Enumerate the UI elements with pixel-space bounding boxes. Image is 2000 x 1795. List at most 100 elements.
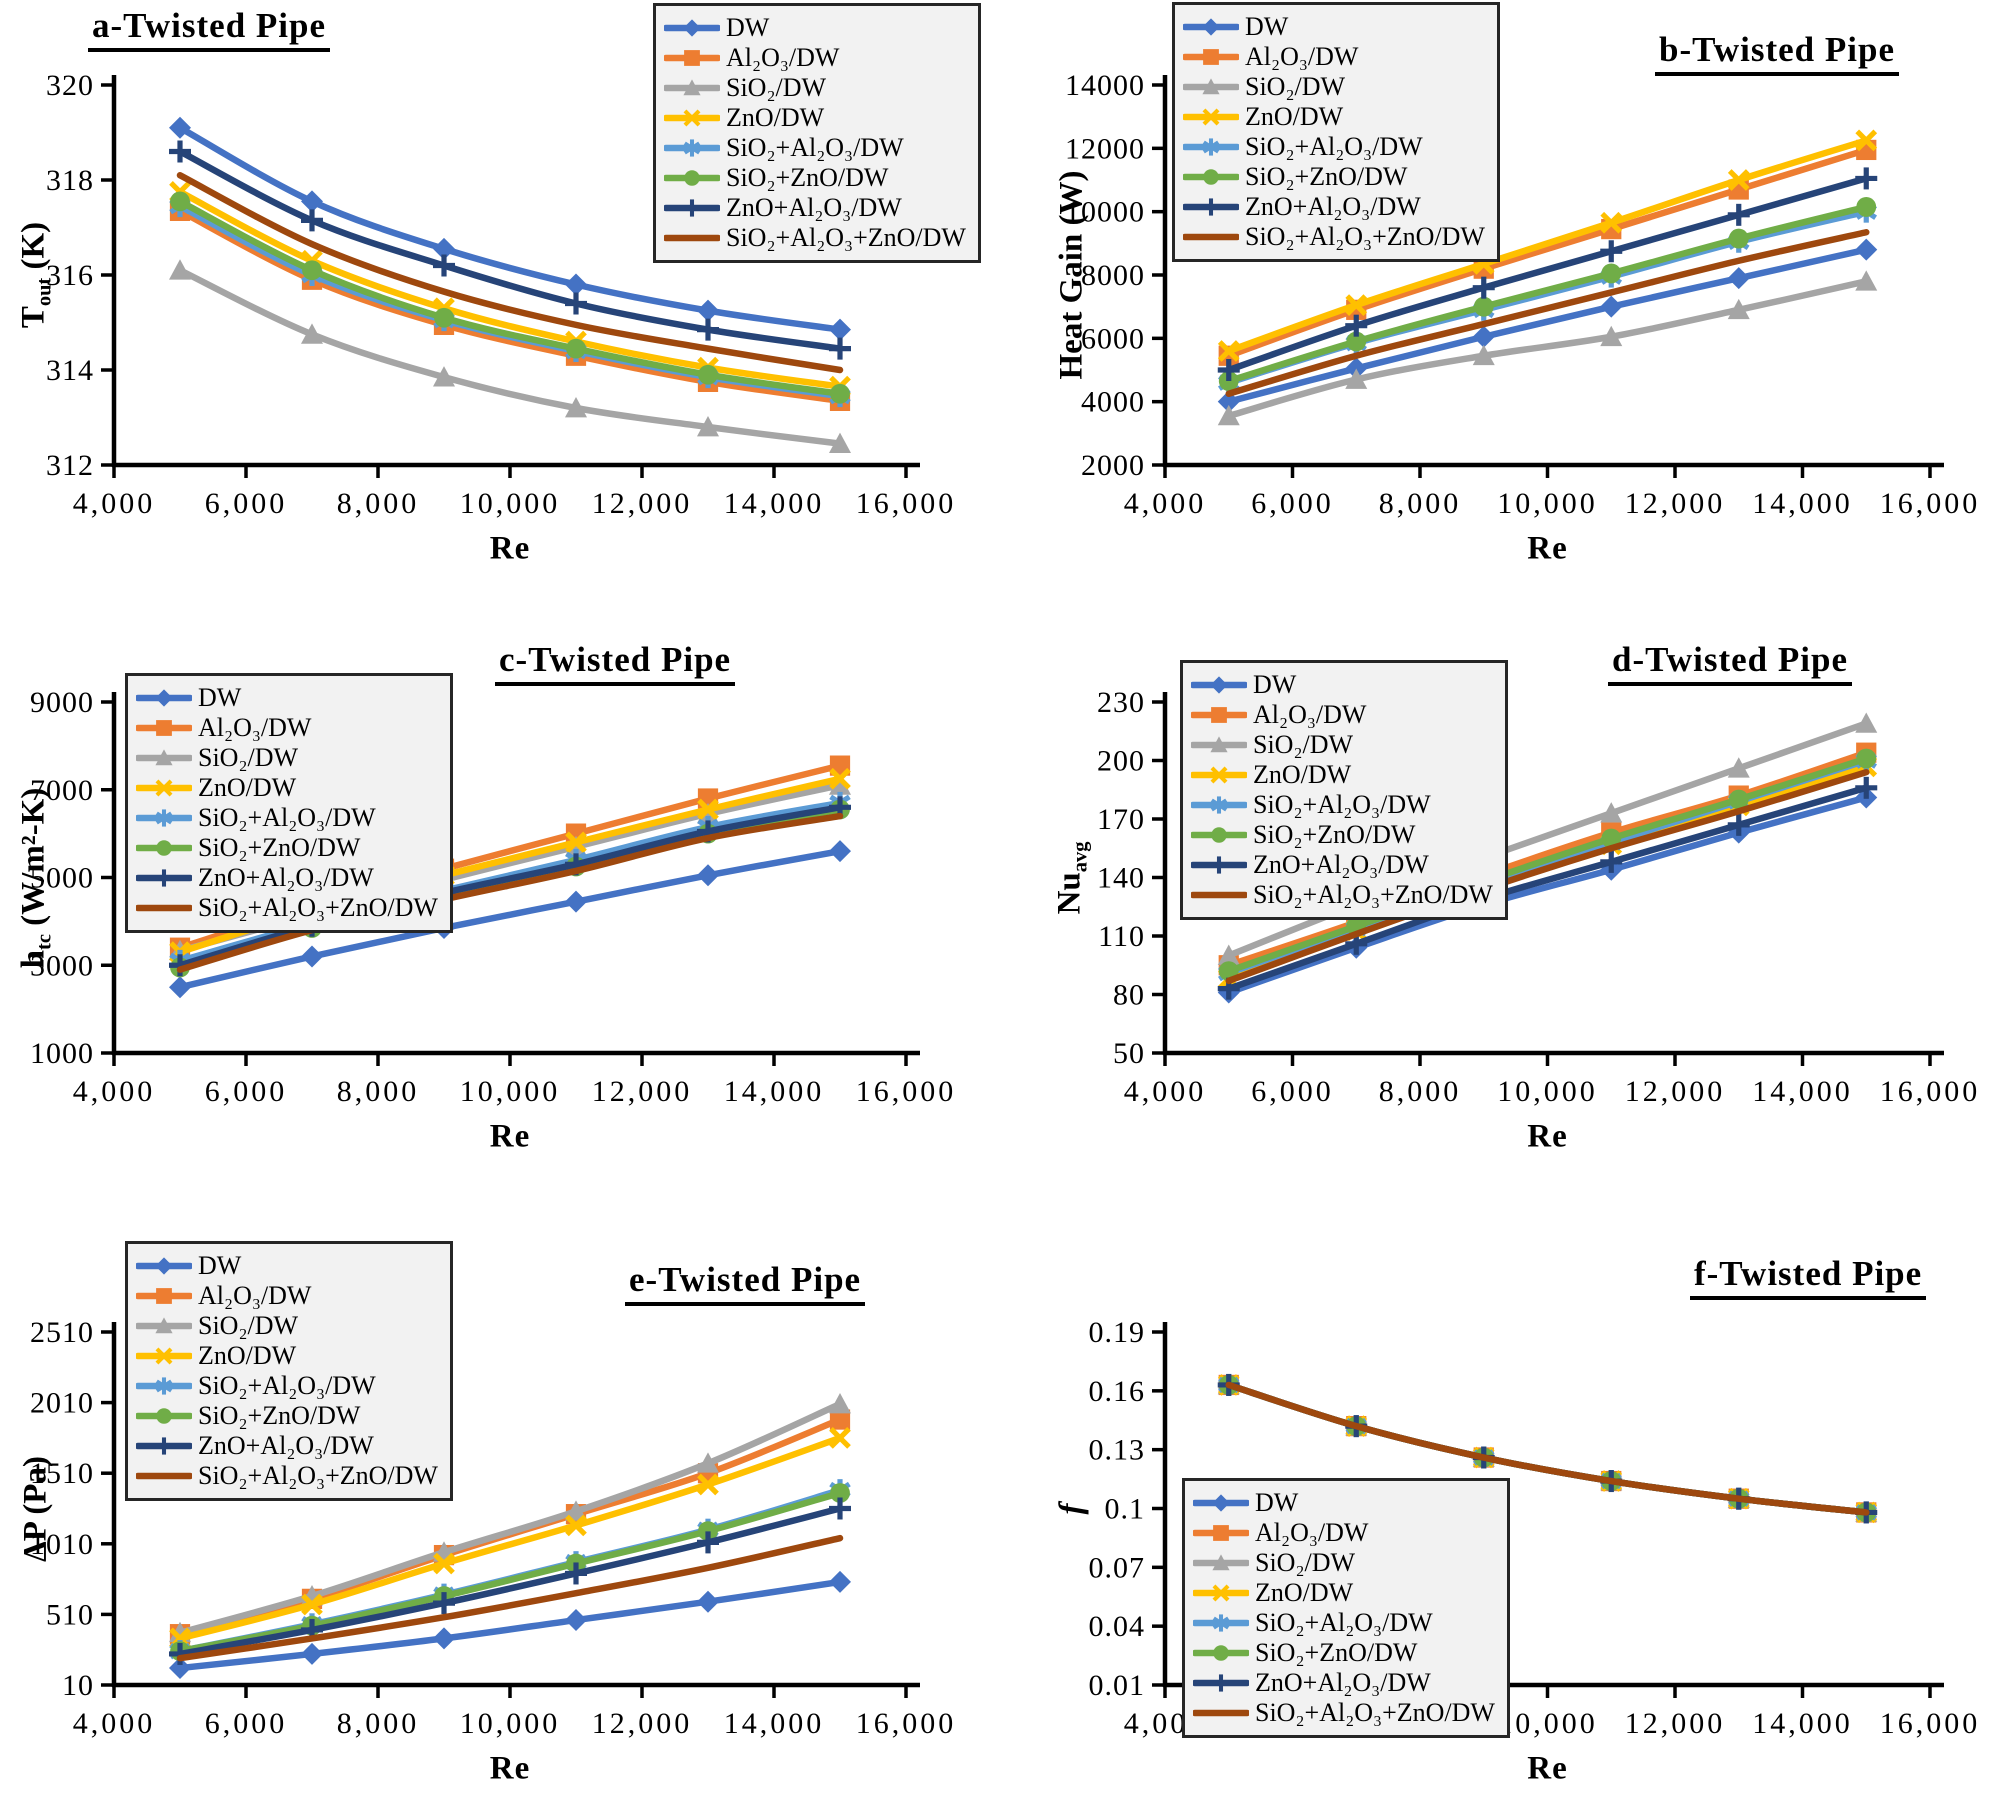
legend-item: SiO₂+ZnO/DW bbox=[136, 1401, 438, 1431]
x-marker-icon bbox=[1191, 766, 1247, 784]
legend-label: DW bbox=[198, 1251, 242, 1280]
legend-item: ZnO+Al₂O₃/DW bbox=[1183, 192, 1485, 222]
svg-text:8,000: 8,000 bbox=[337, 1075, 420, 1108]
svg-text:0.13: 0.13 bbox=[1089, 1434, 1146, 1467]
legend-item: SiO₂/DW bbox=[1191, 730, 1493, 760]
legend-label: SiO₂/DW bbox=[198, 1311, 299, 1340]
svg-text:10,000: 10,000 bbox=[460, 487, 561, 520]
legend-label: ZnO/DW bbox=[726, 103, 825, 132]
legend-item: Al₂O₃/DW bbox=[1191, 700, 1493, 730]
legend-label: SiO₂+Al₂O₃+ZnO/DW bbox=[726, 223, 966, 252]
svg-text:2010: 2010 bbox=[30, 1387, 94, 1420]
circle-marker-icon bbox=[664, 170, 720, 186]
triangle-marker-icon bbox=[136, 749, 192, 766]
svg-text:8,000: 8,000 bbox=[337, 1707, 420, 1740]
legend-label: Al₂O₃/DW bbox=[1255, 1518, 1369, 1547]
legend-item: SiO₂/DW bbox=[664, 73, 966, 103]
legend-label: ZnO/DW bbox=[1255, 1578, 1354, 1607]
series-triangle bbox=[1217, 270, 1878, 426]
svg-text:6,000: 6,000 bbox=[1251, 487, 1334, 520]
svg-text:8000: 8000 bbox=[1081, 259, 1145, 292]
svg-text:14,000: 14,000 bbox=[724, 487, 825, 520]
legend-label: Al₂O₃/DW bbox=[726, 43, 840, 72]
series-circle bbox=[170, 191, 850, 404]
panel-e-title: e-Twisted Pipe bbox=[625, 1260, 866, 1306]
line-marker-icon bbox=[1191, 891, 1247, 899]
legend-item: SiO₂/DW bbox=[1183, 72, 1485, 102]
svg-text:314: 314 bbox=[46, 354, 94, 387]
legend-item: Al₂O₃/DW bbox=[136, 713, 438, 743]
svg-text:6,000: 6,000 bbox=[205, 1075, 288, 1108]
legend-label: SiO₂+ZnO/DW bbox=[1245, 162, 1408, 191]
series-none bbox=[1225, 768, 1870, 985]
star-marker-icon bbox=[136, 809, 192, 827]
legend-label: SiO₂+Al₂O₃/DW bbox=[1245, 132, 1423, 161]
legend-item: SiO₂+Al₂O₃/DW bbox=[664, 133, 966, 163]
legend-item: SiO₂+ZnO/DW bbox=[1191, 820, 1493, 850]
svg-text:230: 230 bbox=[1097, 686, 1145, 719]
square-marker-icon bbox=[1193, 1525, 1249, 1541]
legend-item: SiO₂+Al₂O₃/DW bbox=[136, 1371, 438, 1401]
panel-a: 312 314 316 318 320 4,000 6,000 8,000 10,000 12,0… bbox=[0, 0, 1000, 598]
series-plus bbox=[169, 140, 851, 360]
svg-text:16,000: 16,000 bbox=[856, 1707, 957, 1740]
legend-item: SiO₂+ZnO/DW bbox=[136, 833, 438, 863]
y-axis-label-part: f bbox=[1053, 1503, 1090, 1514]
panel-b-chart-svg: 2000 4000 6000 8000 10000 12000 14000 4,000 6,00… bbox=[1065, 69, 1977, 520]
svg-text:0.1: 0.1 bbox=[1105, 1493, 1146, 1526]
series-circle bbox=[1218, 197, 1877, 391]
square-marker-icon bbox=[1183, 49, 1239, 65]
circle-marker-icon bbox=[1193, 1645, 1249, 1661]
legend-label: SiO₂+Al₂O₃/DW bbox=[198, 1371, 376, 1400]
series-none bbox=[1225, 1381, 1870, 1516]
x-marker-icon bbox=[1183, 108, 1239, 126]
panel-b-legend: DW Al₂O₃/DW SiO₂/DW ZnO/DW SiO₂+Al₂O₃/DW SiO₂… bbox=[1172, 2, 1500, 262]
y-axis-label-part: avg bbox=[1069, 841, 1092, 872]
legend-item: ZnO/DW bbox=[664, 103, 966, 133]
svg-text:12,000: 12,000 bbox=[1625, 1075, 1726, 1108]
legend-label: SiO₂+ZnO/DW bbox=[1255, 1638, 1418, 1667]
legend-label: ZnO+Al₂O₃/DW bbox=[1255, 1668, 1431, 1697]
series-triangle bbox=[169, 259, 851, 453]
series-diamond bbox=[169, 116, 851, 341]
diamond-marker-icon bbox=[1191, 676, 1247, 694]
legend-item: DW bbox=[664, 13, 966, 43]
svg-text:6,000: 6,000 bbox=[205, 1707, 288, 1740]
series-diamond bbox=[1217, 238, 1878, 413]
svg-text:16,000: 16,000 bbox=[856, 487, 957, 520]
legend-item: ZnO+Al₂O₃/DW bbox=[664, 193, 966, 223]
svg-text:10: 10 bbox=[62, 1669, 94, 1702]
svg-text:80: 80 bbox=[1113, 979, 1145, 1012]
series-plus bbox=[1217, 167, 1878, 381]
svg-text:7000: 7000 bbox=[30, 774, 94, 807]
svg-text:12,000: 12,000 bbox=[1625, 1707, 1726, 1740]
legend-item: SiO₂+ZnO/DW bbox=[1193, 1638, 1495, 1668]
svg-text:12,000: 12,000 bbox=[592, 1707, 693, 1740]
legend-label: SiO₂/DW bbox=[726, 73, 827, 102]
series-none bbox=[176, 1534, 844, 1662]
legend-label: Al₂O₃/DW bbox=[198, 1281, 312, 1310]
series-none bbox=[176, 812, 844, 973]
panel-a-title: a-Twisted Pipe bbox=[88, 6, 331, 52]
y-axis-label-part: Heat Gain (W) bbox=[1053, 170, 1090, 380]
legend-item: SiO₂+Al₂O₃+ZnO/DW bbox=[1183, 222, 1485, 252]
legend-item: SiO₂+Al₂O₃/DW bbox=[136, 803, 438, 833]
x-marker-icon bbox=[136, 779, 192, 797]
legend-label: SiO₂+ZnO/DW bbox=[726, 163, 889, 192]
panel-a-x-axis-label: Re bbox=[489, 530, 531, 567]
svg-text:1000: 1000 bbox=[30, 1037, 94, 1070]
legend-item: ZnO+Al₂O₃/DW bbox=[136, 863, 438, 893]
legend-item: ZnO/DW bbox=[1191, 760, 1493, 790]
svg-text:10,000: 10,000 bbox=[1497, 1075, 1598, 1108]
plus-marker-icon bbox=[1191, 856, 1247, 874]
legend-item: ZnO/DW bbox=[136, 773, 438, 803]
y-axis-label-part: Nu bbox=[1051, 871, 1088, 914]
diamond-marker-icon bbox=[1193, 1494, 1249, 1512]
legend-label: DW bbox=[726, 13, 770, 42]
line-marker-icon bbox=[664, 234, 720, 242]
svg-text:2510: 2510 bbox=[30, 1316, 94, 1349]
axes: 2000 4000 6000 8000 10000 12000 14000 4,000 6,00… bbox=[1065, 69, 1977, 520]
legend-item: DW bbox=[136, 683, 438, 713]
